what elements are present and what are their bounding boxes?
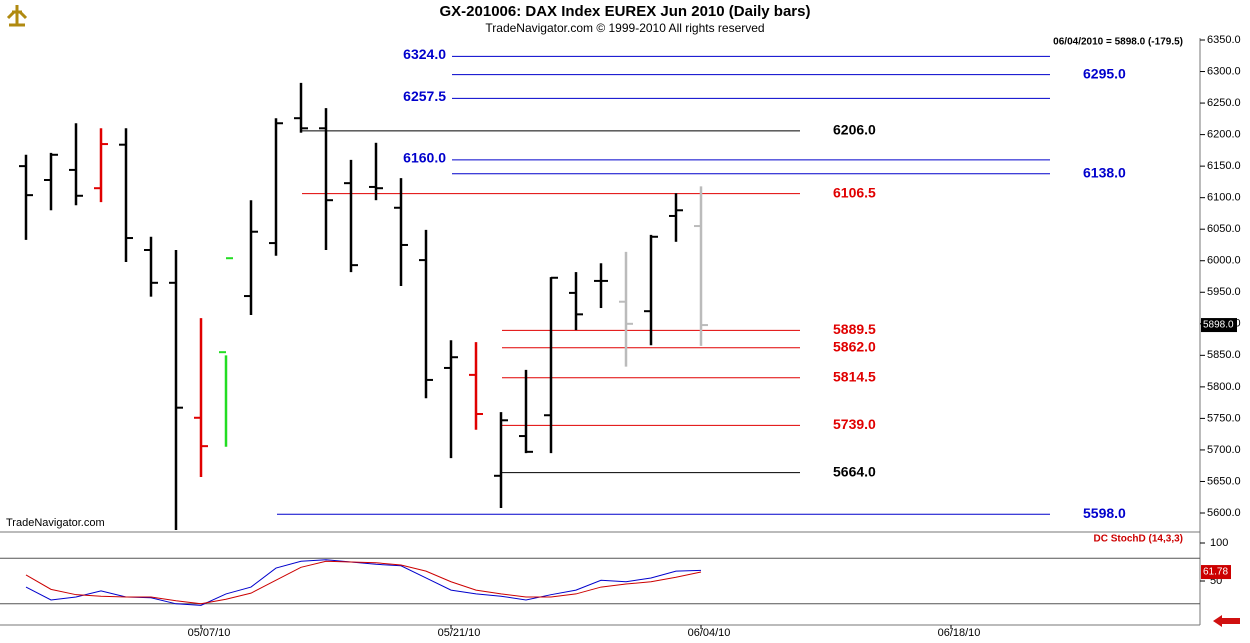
y-tick-label: 6300.0 bbox=[1207, 65, 1241, 77]
chart-subtitle: TradeNavigator.com © 1999-2010 All right… bbox=[485, 21, 764, 35]
y-tick-label: 6350.0 bbox=[1207, 34, 1241, 46]
level-label: 6257.5 bbox=[403, 88, 446, 104]
x-tick-label: 05/21/10 bbox=[438, 627, 481, 639]
watermark: TradeNavigator.com bbox=[6, 517, 105, 529]
last-price-label: 5898.0 bbox=[1203, 320, 1234, 331]
level-label: 6138.0 bbox=[1083, 164, 1126, 180]
indicator-title: DC StochD (14,3,3) bbox=[1094, 534, 1183, 545]
last-info: 06/04/2010 = 5898.0 (-179.5) bbox=[1053, 37, 1183, 48]
chart-title: GX-201006: DAX Index EUREX Jun 2010 (Dai… bbox=[440, 3, 811, 20]
x-tick-label: 06/04/10 bbox=[688, 627, 731, 639]
y-tick-label: 6250.0 bbox=[1207, 97, 1241, 109]
logo bbox=[4, 3, 30, 29]
x-tick-label: 06/18/10 bbox=[938, 627, 981, 639]
ind-line bbox=[25, 560, 702, 605]
y-tick-label: 6100.0 bbox=[1207, 192, 1241, 204]
level-label: 6160.0 bbox=[403, 150, 446, 166]
level-label: 6206.0 bbox=[833, 122, 876, 138]
y-tick-label: 5750.0 bbox=[1207, 412, 1241, 424]
scroll-arrow[interactable] bbox=[1213, 615, 1240, 627]
level-label: 5814.5 bbox=[833, 368, 876, 384]
last-price-box bbox=[1201, 318, 1237, 333]
y-tick-label: 5950.0 bbox=[1207, 286, 1241, 298]
y-tick-label: 5650.0 bbox=[1207, 475, 1241, 487]
x-tick-label: 05/07/10 bbox=[188, 627, 231, 639]
level-label: 6106.5 bbox=[833, 184, 876, 200]
level-label: 5889.5 bbox=[833, 321, 876, 337]
level-label: 5862.0 bbox=[833, 338, 876, 354]
ind-last-label: 61.78 bbox=[1203, 567, 1228, 578]
y-tick-label: 5600.0 bbox=[1207, 507, 1241, 519]
y-tick-label: 5800.0 bbox=[1207, 381, 1241, 393]
level-label: 5739.0 bbox=[833, 416, 876, 432]
y-tick-label: 5850.0 bbox=[1207, 349, 1241, 361]
y-tick-label: 6150.0 bbox=[1207, 160, 1241, 172]
y-tick-label: 6200.0 bbox=[1207, 129, 1241, 141]
ind-tick-label: 100 bbox=[1210, 537, 1228, 549]
level-label: 5598.0 bbox=[1083, 505, 1126, 521]
level-label: 5664.0 bbox=[833, 463, 876, 479]
ind-last-box bbox=[1201, 565, 1231, 580]
y-tick-label: 5700.0 bbox=[1207, 444, 1241, 456]
y-tick-label: 6000.0 bbox=[1207, 255, 1241, 267]
y-tick-label: 6050.0 bbox=[1207, 223, 1241, 235]
level-label: 6295.0 bbox=[1083, 65, 1126, 81]
level-label: 6324.0 bbox=[403, 46, 446, 62]
